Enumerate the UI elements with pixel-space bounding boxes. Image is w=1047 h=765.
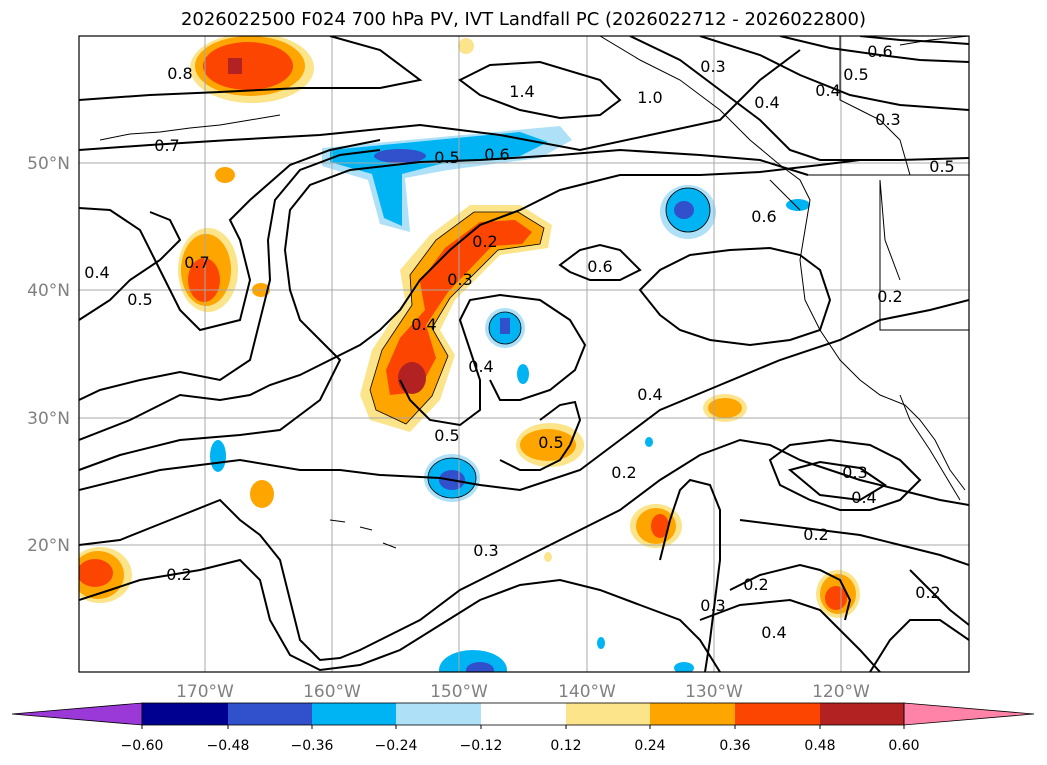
colorbar-tick-label: 0.60 [888, 738, 919, 754]
contour-label: 0.2 [743, 575, 768, 594]
lon-labels: 170°W 160°W 150°W 140°W 130°W 120°W [176, 682, 870, 702]
colorbar-segment [228, 703, 312, 725]
lon-tick-label: 130°W [685, 682, 743, 702]
pv-shading [79, 36, 860, 672]
contour-label: 0.7 [184, 253, 209, 272]
contour-label: 0.6 [867, 42, 892, 61]
contour-label: 0.6 [484, 145, 509, 164]
colorbar-segment [820, 703, 904, 725]
colorbar-segment [735, 703, 820, 725]
contour-label: 0.6 [587, 257, 612, 276]
contour-label: 1.4 [509, 82, 534, 101]
pv-blob-main-streak [360, 205, 552, 432]
colorbar-tick-label: 0.12 [550, 738, 581, 754]
contour-label: 0.8 [167, 64, 192, 83]
pv-outlines [369, 187, 711, 499]
colorbar-tick-label: −0.12 [460, 738, 503, 754]
contour-label: 0.3 [473, 541, 498, 560]
contour-label: 0.4 [851, 488, 876, 507]
contour-label: 0.2 [166, 565, 191, 584]
contour-label: 0.2 [472, 232, 497, 251]
contour-label: 0.5 [843, 65, 868, 84]
colorbar-tick-label: −0.36 [291, 738, 334, 754]
colorbar-frame [141, 702, 905, 726]
lat-tick-label: 30°N [27, 409, 70, 429]
contour-label: 0.2 [877, 287, 902, 306]
colorbar-tick-label: 0.24 [634, 738, 665, 754]
lat-labels: 50°N 40°N 30°N 20°N [27, 154, 70, 556]
contour-label: 0.3 [447, 270, 472, 289]
contour-labels: 0.8 1.4 0.3 0.6 0.5 0.4 0.3 0.7 0.5 0.6 … [84, 42, 954, 642]
contour-label: 0.2 [803, 525, 828, 544]
colorbar-tick-label: −0.24 [375, 738, 418, 754]
contour-label: 0.4 [754, 93, 779, 112]
contour-label: 0.3 [842, 463, 867, 482]
colorbar-tick-label: −0.48 [207, 738, 250, 754]
colorbar-segment [481, 703, 566, 725]
colorbar-tick-label: 0.48 [804, 738, 835, 754]
contour-label: 0.3 [700, 57, 725, 76]
contour-label: 0.5 [538, 433, 563, 452]
contour-label: 0.3 [700, 596, 725, 615]
colorbar-extend-low [11, 702, 143, 726]
contour-label: 0.4 [815, 81, 840, 100]
contour-label: 0.7 [154, 136, 179, 155]
colorbar-tick-label: −0.60 [121, 738, 164, 754]
lon-tick-label: 140°W [558, 682, 616, 702]
pv-blob-small-features [79, 38, 860, 672]
contour-label: 0.3 [875, 110, 900, 129]
contour-label: 0.4 [468, 357, 493, 376]
pv-contours [79, 36, 969, 672]
colorbar-segment [142, 703, 228, 725]
contour-label: 0.4 [761, 623, 786, 642]
colorbar-extend-high [903, 702, 1035, 726]
contour-label: 0.5 [127, 290, 152, 309]
contour-label: 0.2 [611, 463, 636, 482]
chart-title: 2026022500 F024 700 hPa PV, IVT Landfall… [180, 9, 867, 30]
contour-label: 1.0 [637, 88, 662, 107]
colorbar-segment [312, 703, 396, 725]
pv-blob-nw [190, 36, 314, 103]
lon-tick-label: 170°W [176, 682, 234, 702]
lon-tick-label: 150°W [430, 682, 488, 702]
lat-tick-label: 50°N [27, 154, 70, 174]
contour-label: 0.2 [915, 583, 940, 602]
colorbar-segment [396, 703, 481, 725]
map-frame [78, 35, 970, 673]
contour-label: 0.6 [751, 207, 776, 226]
contour-label: 0.5 [434, 148, 459, 167]
lat-tick-label: 40°N [27, 281, 70, 301]
contour-label: 0.4 [84, 263, 109, 282]
contour-label: 0.5 [929, 157, 954, 176]
lon-tick-label: 160°W [303, 682, 361, 702]
contour-label: 0.4 [637, 385, 662, 404]
pv-blob-north-blue [322, 126, 572, 232]
colorbar-tick-label: 0.36 [719, 738, 750, 754]
lon-tick-label: 120°W [812, 682, 870, 702]
contour-label: 0.4 [411, 315, 436, 334]
colorbar-segment [566, 703, 650, 725]
contour-label: 0.5 [434, 426, 459, 445]
colorbar-segment [650, 703, 735, 725]
colorbar: −0.60 −0.48 −0.36 −0.24 −0.12 0.12 0.24 0.36 0.4… [11, 702, 1035, 754]
lat-tick-label: 20°N [27, 536, 70, 556]
